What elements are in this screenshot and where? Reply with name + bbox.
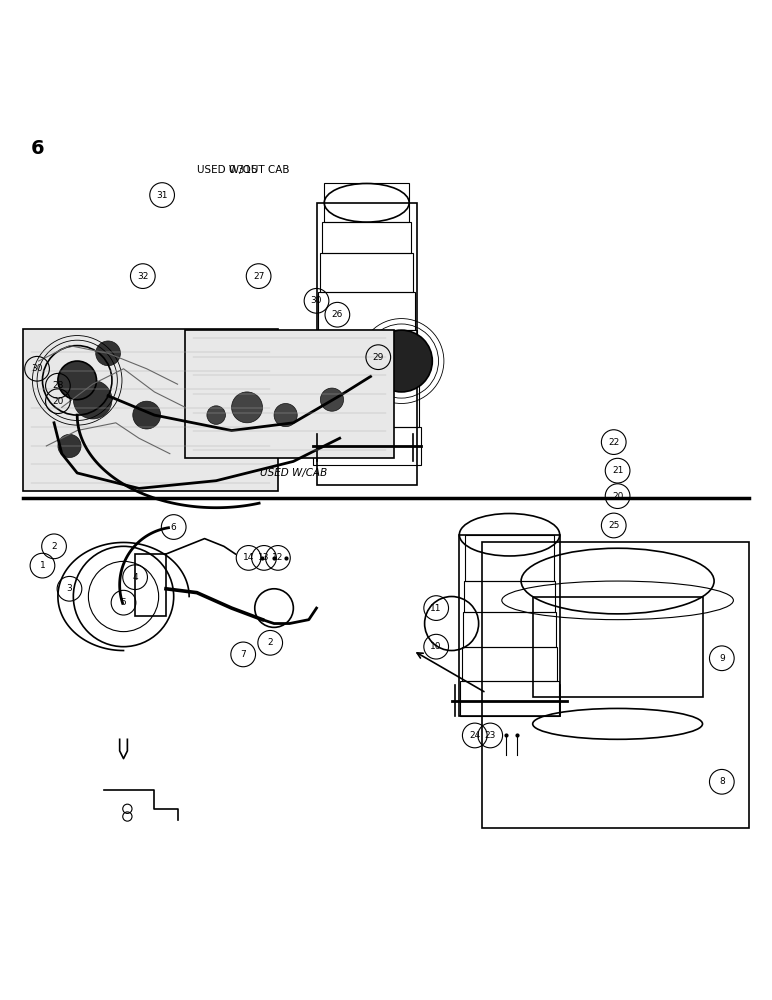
Bar [462,647,557,681]
Text: 30: 30 [311,296,322,305]
Text: 6: 6 [171,523,177,532]
Text: 28: 28 [52,381,63,390]
Text: 14: 14 [243,553,254,562]
Text: 30: 30 [32,364,42,373]
Text: 10: 10 [431,642,442,651]
Text: 9: 9 [719,654,725,663]
Text: 8: 8 [719,777,725,786]
Circle shape [96,341,120,366]
Text: USED W/OUT CAB: USED W/OUT CAB [197,165,290,175]
Text: 24: 24 [469,731,480,740]
Bar [460,681,558,716]
Bar [318,292,415,330]
Text: 12: 12 [273,553,283,562]
Bar [23,329,278,491]
Bar [185,330,394,458]
Text: 2: 2 [267,638,273,647]
Circle shape [274,403,297,427]
Text: 13: 13 [259,553,269,562]
Bar [462,612,556,647]
Circle shape [58,361,96,400]
Text: 2: 2 [51,542,57,551]
Text: 21: 21 [612,466,623,475]
Text: 32: 32 [137,272,148,281]
Text: 1: 1 [39,561,46,570]
Bar [464,581,555,612]
Bar [322,222,411,253]
Text: 29: 29 [373,353,384,362]
Text: 11: 11 [431,604,442,613]
Text: 0.315: 0.315 [229,165,258,175]
Text: 3: 3 [66,584,73,593]
Bar [135,554,166,616]
Text: 27: 27 [253,272,264,281]
Bar [317,203,417,485]
Text: 6: 6 [31,139,45,158]
Bar [533,596,703,697]
Circle shape [320,388,344,411]
Text: 22: 22 [608,438,619,447]
Bar [465,535,554,581]
Text: 20: 20 [612,492,623,501]
Circle shape [371,330,432,392]
Text: 4: 4 [132,573,138,582]
Text: 5: 5 [120,598,127,607]
Bar [324,183,409,222]
Circle shape [133,401,161,429]
Bar [313,427,421,465]
Text: 26: 26 [332,310,343,319]
Text: 20: 20 [52,397,63,406]
Circle shape [232,392,262,423]
Text: USED W/CAB: USED W/CAB [259,468,327,478]
Circle shape [58,434,81,458]
Text: 7: 7 [240,650,246,659]
Bar [317,330,417,380]
Bar [314,380,418,427]
Circle shape [73,380,112,419]
Circle shape [207,406,225,424]
Text: 23: 23 [485,731,496,740]
Bar [320,253,413,292]
Bar [482,542,749,828]
Bar [459,535,560,716]
Text: 31: 31 [157,191,168,200]
Text: 25: 25 [608,521,619,530]
